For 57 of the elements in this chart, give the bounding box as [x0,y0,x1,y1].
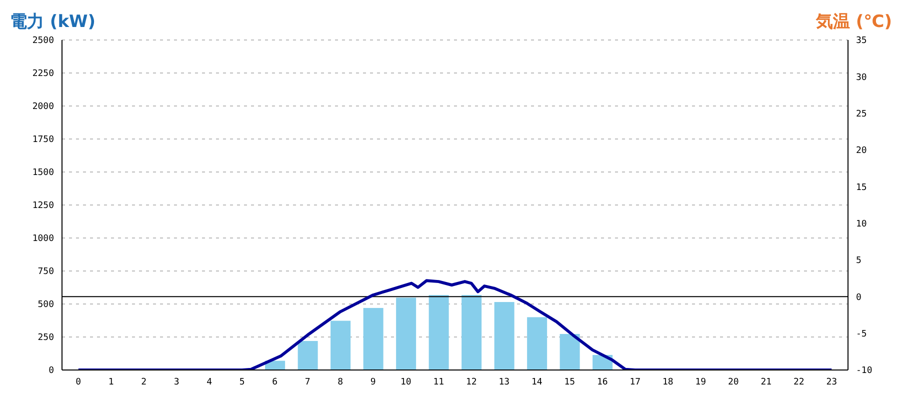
y2-tick-label: -5 [856,330,867,340]
y2-tick-label: 30 [856,72,867,83]
x-tick-label: 9 [370,377,376,388]
y-tick-label: 1750 [32,135,54,146]
bar [428,295,449,370]
x-tick-label: 22 [793,377,804,388]
y-tick-label: 1250 [32,201,54,212]
y-tick-label: 1500 [32,168,54,178]
bar [396,298,416,370]
bar [330,320,351,370]
x-tick-label: 5 [239,377,245,388]
y2-tick-label: 25 [856,110,867,120]
x-tick-label: 4 [206,377,212,388]
bar [462,295,482,370]
y-tick-label: 250 [38,333,54,344]
y2-tick-label: 15 [856,182,867,193]
x-tick-label: 12 [466,377,477,388]
bar [363,308,384,370]
x-tick-label: 6 [272,377,278,388]
bar [494,302,514,370]
x-tick-label: 19 [695,377,706,388]
x-tick-label: 21 [760,377,772,388]
x-tick-label: 1 [108,377,114,388]
x-tick-label: 11 [433,377,444,388]
x-tick-label: 0 [76,377,82,388]
x-tick-label: 20 [728,377,739,388]
y2-tick-label: 10 [856,220,867,230]
y-tick-label: 2500 [32,36,54,46]
y2-tick-label: 0 [856,292,862,303]
y2-tick-label: 35 [856,36,867,46]
x-tick-label: 7 [304,377,310,388]
x-tick-label: 10 [400,377,412,388]
x-tick-label: 8 [338,377,344,388]
y-tick-label: 2250 [32,69,54,80]
x-tick-label: 3 [174,377,180,388]
y2-tick-label: 5 [856,256,862,266]
x-tick-label: 23 [826,377,838,388]
y2-axis-title: 気温 (℃) [816,11,892,33]
y-tick-label: 0 [48,366,54,376]
line-series [76,279,834,370]
bar [560,334,580,370]
y-tick-label: 750 [38,267,54,278]
bar [527,317,548,370]
y2-tick-label: 20 [856,146,867,156]
x-tick-label: 17 [630,377,641,388]
y-tick-label: 2000 [32,102,54,112]
x-tick-label: 14 [531,377,542,388]
x-tick-label: 2 [141,377,147,388]
x-tick-label: 18 [662,377,674,388]
y-axis-title: 電力 (kW) [10,11,96,33]
x-tick-label: 13 [498,377,510,388]
x-tick-label: 16 [596,377,608,388]
y-tick-label: 1000 [32,234,54,244]
y-tick-label: 500 [38,300,54,310]
y2-tick-label: -10 [856,366,872,376]
bar [298,340,318,370]
x-tick-label: 15 [564,377,576,388]
